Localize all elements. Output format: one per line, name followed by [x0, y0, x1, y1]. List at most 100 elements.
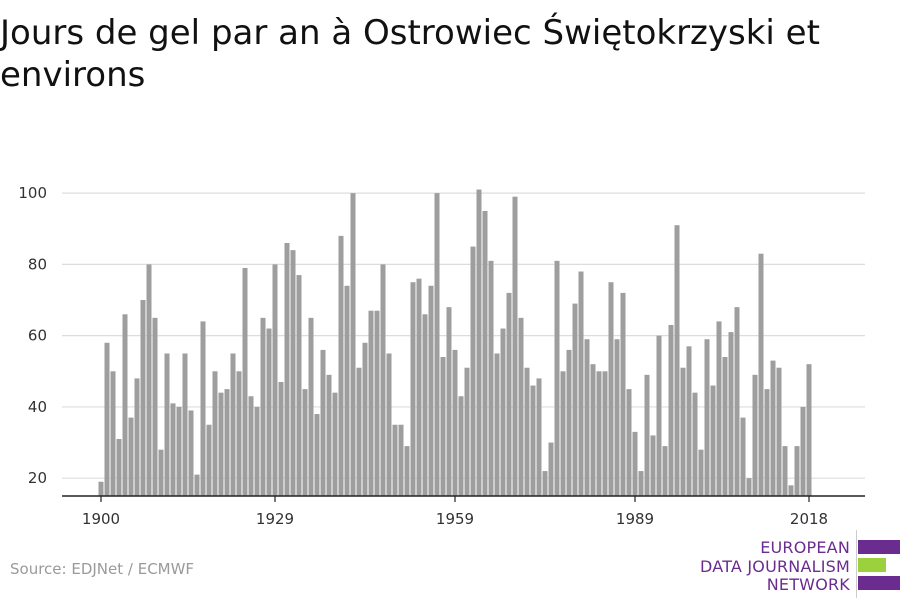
bar-1903[interactable]	[116, 438, 122, 496]
bar-1900[interactable]	[98, 481, 104, 496]
bar-1962[interactable]	[470, 246, 476, 496]
bar-2007[interactable]	[740, 417, 746, 496]
bar-1938[interactable]	[326, 374, 332, 496]
bar-1942[interactable]	[350, 193, 356, 496]
bar-1967[interactable]	[500, 328, 506, 496]
bar-1922[interactable]	[230, 353, 236, 496]
bar-1956[interactable]	[434, 193, 440, 496]
bar-2011[interactable]	[764, 389, 770, 496]
bar-1959[interactable]	[452, 349, 458, 496]
bar-1958[interactable]	[446, 307, 452, 496]
bar-2002[interactable]	[710, 385, 716, 496]
bar-1961[interactable]	[464, 367, 470, 496]
bar-1988[interactable]	[626, 389, 632, 496]
bar-1978[interactable]	[566, 349, 572, 496]
bar-2010[interactable]	[758, 253, 764, 496]
bar-1981[interactable]	[584, 339, 590, 496]
bar-1984[interactable]	[602, 371, 608, 496]
bar-1954[interactable]	[422, 314, 428, 496]
bar-1997[interactable]	[680, 367, 686, 496]
bar-1945[interactable]	[368, 310, 374, 496]
bar-2005[interactable]	[728, 332, 734, 496]
bar-2000[interactable]	[698, 449, 704, 496]
bar-1987[interactable]	[620, 292, 626, 496]
bar-1950[interactable]	[398, 424, 404, 496]
bar-1919[interactable]	[212, 371, 218, 496]
bar-1940[interactable]	[338, 235, 344, 496]
bar-1937[interactable]	[320, 349, 326, 496]
bar-1968[interactable]	[506, 292, 512, 496]
bar-1993[interactable]	[656, 335, 662, 496]
bar-1952[interactable]	[410, 282, 416, 496]
bar-2008[interactable]	[746, 478, 752, 496]
bar-1939[interactable]	[332, 392, 338, 496]
bar-2016[interactable]	[794, 446, 800, 496]
bar-1929[interactable]	[272, 264, 278, 496]
bar-1980[interactable]	[578, 271, 584, 496]
bar-1927[interactable]	[260, 317, 266, 496]
bar-1921[interactable]	[224, 389, 230, 496]
bar-1972[interactable]	[530, 385, 536, 496]
bar-1923[interactable]	[236, 371, 242, 496]
bar-1934[interactable]	[302, 389, 308, 496]
bar-1936[interactable]	[314, 414, 320, 496]
bar-1951[interactable]	[404, 446, 410, 496]
bar-1909[interactable]	[152, 317, 158, 496]
bar-1918[interactable]	[206, 424, 212, 496]
bar-1943[interactable]	[356, 367, 362, 496]
bar-1910[interactable]	[158, 449, 164, 496]
bar-2003[interactable]	[716, 321, 722, 496]
bar-1977[interactable]	[560, 371, 566, 496]
bar-1904[interactable]	[122, 314, 128, 496]
bar-1907[interactable]	[140, 300, 146, 496]
edjnet-logo[interactable]: EUROPEAN DATA JOURNALISM NETWORK	[700, 530, 900, 598]
bar-1908[interactable]	[146, 264, 152, 496]
bar-1941[interactable]	[344, 285, 350, 496]
bar-1999[interactable]	[692, 392, 698, 496]
bar-2014[interactable]	[782, 446, 788, 496]
bar-1925[interactable]	[248, 396, 254, 496]
bar-1946[interactable]	[374, 310, 380, 496]
bar-1973[interactable]	[536, 378, 542, 496]
bar-1976[interactable]	[554, 260, 560, 496]
bar-1914[interactable]	[182, 353, 188, 496]
bar-1986[interactable]	[614, 339, 620, 496]
bar-1905[interactable]	[128, 417, 134, 496]
bar-2004[interactable]	[722, 357, 728, 496]
bar-1916[interactable]	[194, 474, 200, 496]
bar-1924[interactable]	[242, 267, 248, 496]
bar-1911[interactable]	[164, 353, 170, 496]
bar-1957[interactable]	[440, 357, 446, 496]
bar-1902[interactable]	[110, 371, 116, 496]
bar-1913[interactable]	[176, 406, 182, 496]
bar-1949[interactable]	[392, 424, 398, 496]
bar-1931[interactable]	[284, 243, 290, 496]
bar-1960[interactable]	[458, 396, 464, 496]
bar-1933[interactable]	[296, 275, 302, 496]
bar-1975[interactable]	[548, 442, 554, 496]
bar-2006[interactable]	[734, 307, 740, 496]
bar-1969[interactable]	[512, 196, 518, 496]
bar-2012[interactable]	[770, 360, 776, 496]
bar-2009[interactable]	[752, 374, 758, 496]
bar-2001[interactable]	[704, 339, 710, 496]
bar-1947[interactable]	[380, 264, 386, 496]
bar-1991[interactable]	[644, 374, 650, 496]
bar-2015[interactable]	[788, 485, 794, 496]
bar-1971[interactable]	[524, 367, 530, 496]
bar-1948[interactable]	[386, 353, 392, 496]
bar-1965[interactable]	[488, 260, 494, 496]
bar-1966[interactable]	[494, 353, 500, 496]
bar-2018[interactable]	[806, 364, 812, 496]
bar-1906[interactable]	[134, 378, 140, 496]
bar-1920[interactable]	[218, 392, 224, 496]
bar-1998[interactable]	[686, 346, 692, 496]
bar-1983[interactable]	[596, 371, 602, 496]
bar-1964[interactable]	[482, 210, 488, 496]
bar-1979[interactable]	[572, 303, 578, 496]
bar-1992[interactable]	[650, 435, 656, 496]
bar-1970[interactable]	[518, 317, 524, 496]
bar-1995[interactable]	[668, 324, 674, 496]
bar-1912[interactable]	[170, 403, 176, 496]
bar-1935[interactable]	[308, 317, 314, 496]
